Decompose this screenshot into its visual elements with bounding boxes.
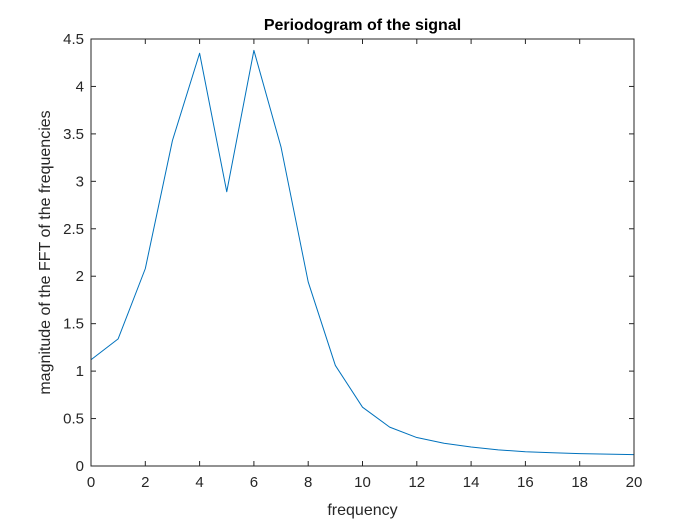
chart-title: Periodogram of the signal	[264, 17, 461, 34]
y-tick-label: 3	[76, 173, 84, 190]
y-tick-label: 4.5	[63, 31, 84, 48]
tick-labels-layer: 0 2 4 6 8 10 12 14 16 18 20 0 0.5 1 1.5 2 2.5 3 3.5 4 4.5	[63, 31, 642, 491]
x-tick-label: 8	[304, 474, 312, 491]
x-tick-label: 0	[87, 474, 95, 491]
y-tick-label: 1	[76, 363, 84, 380]
axes-box	[90, 38, 635, 467]
series-layer	[90, 49, 635, 456]
y-tick-label: 4	[76, 78, 84, 95]
x-tick-label: 10	[354, 474, 371, 491]
x-tick-label: 20	[626, 474, 643, 491]
y-tick-label: 1.5	[63, 316, 84, 333]
x-tick-label: 2	[141, 474, 149, 491]
x-tick-label: 18	[571, 474, 588, 491]
x-axis-label: frequency	[327, 502, 397, 519]
x-tick-label: 14	[463, 474, 480, 491]
y-axis-label: magnitude of the FFT of the frequencies	[37, 110, 54, 394]
y-tick-label: 3.5	[63, 126, 84, 143]
y-tick-label: 2.5	[63, 221, 84, 238]
y-tick-label: 0.5	[63, 411, 84, 428]
x-tick-label: 4	[195, 474, 203, 491]
series-line	[90, 49, 635, 456]
x-tick-label: 12	[408, 474, 425, 491]
x-tick-label: 6	[250, 474, 258, 491]
x-tick-label: 16	[517, 474, 534, 491]
y-tick-label: 2	[76, 268, 84, 285]
y-tick-label: 0	[76, 458, 84, 475]
plot-area	[91, 39, 634, 466]
